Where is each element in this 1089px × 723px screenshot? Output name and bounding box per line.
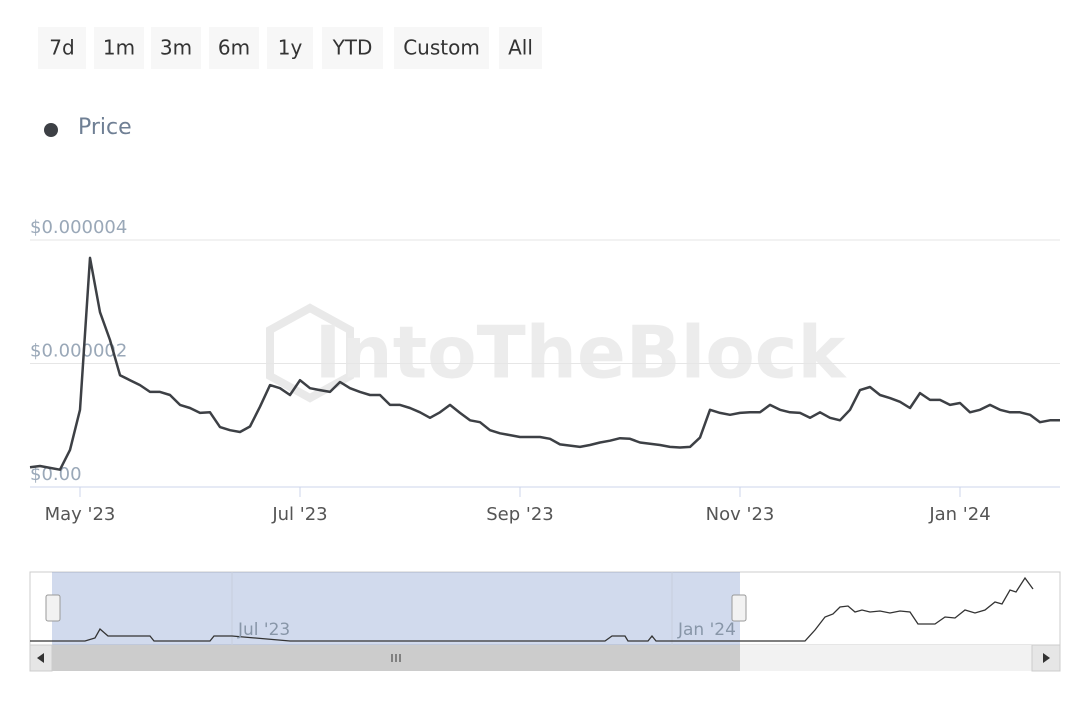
range-button[interactable]: YTD: [322, 27, 383, 69]
navigator-frame: [29, 571, 1061, 646]
y-tick-label: $0.000004: [30, 217, 127, 238]
button-bg: [209, 27, 259, 69]
navigator-handle[interactable]: [45, 594, 61, 622]
x-tick-label: Nov '23: [706, 504, 775, 525]
range-button[interactable]: Custom: [394, 27, 489, 69]
button-bg: [267, 27, 313, 69]
range-button[interactable]: 3m: [151, 27, 201, 69]
button-bg: [322, 27, 383, 69]
price-line: [29, 256, 1060, 471]
range-button[interactable]: 1y: [267, 27, 313, 69]
navigator-selection[interactable]: [52, 572, 740, 645]
range-button[interactable]: 1m: [94, 27, 144, 69]
grip-icon: [391, 654, 401, 662]
watermark: IntoTheBlock: [266, 303, 848, 403]
button-bg: [499, 27, 542, 69]
button-label: YTD: [332, 36, 373, 60]
legend-label[interactable]: Price: [78, 115, 132, 140]
x-tick-label: Sep '23: [486, 504, 554, 525]
x-tick-label: May '23: [45, 504, 116, 525]
watermark-text: IntoTheBlock: [315, 311, 848, 395]
plot-area: $0.00 $0.000002 $0.000004 May '23 Jul '23 Sep…: [29, 217, 1060, 525]
watermark-icon: [266, 303, 354, 403]
navigator-handle[interactable]: [731, 594, 747, 622]
range-button[interactable]: All: [499, 27, 542, 69]
range-selector: 7d 1m 3m 6m 1y YTD Custom All: [38, 27, 542, 69]
navigator-label: Jan '24: [677, 620, 736, 640]
navigator-label: Jul '23: [237, 620, 290, 640]
button-label: Custom: [403, 36, 480, 60]
button-label: 3m: [160, 36, 192, 60]
button-label: 1y: [278, 36, 303, 60]
x-tick-label: Jul '23: [271, 504, 327, 525]
button-label: 1m: [103, 36, 135, 60]
button-label: 6m: [218, 36, 250, 60]
arrow-icon: [1043, 653, 1050, 663]
button-bg: [38, 27, 86, 69]
navigator: Jul '23 Jan '24: [29, 571, 1061, 672]
legend-marker: [44, 123, 58, 137]
y-tick-label: $0.000002: [30, 341, 127, 362]
button-bg: [94, 27, 144, 69]
range-button[interactable]: 6m: [209, 27, 259, 69]
button-bg: [394, 27, 489, 69]
x-tick-label: Jan '24: [928, 504, 990, 525]
button-label: 7d: [49, 36, 74, 60]
y-tick-label: $0.00: [30, 464, 82, 485]
navigator-line: [30, 576, 1034, 642]
range-button[interactable]: 7d: [38, 27, 86, 69]
arrow-icon: [37, 653, 44, 663]
button-bg: [151, 27, 201, 69]
button-label: All: [508, 36, 533, 60]
